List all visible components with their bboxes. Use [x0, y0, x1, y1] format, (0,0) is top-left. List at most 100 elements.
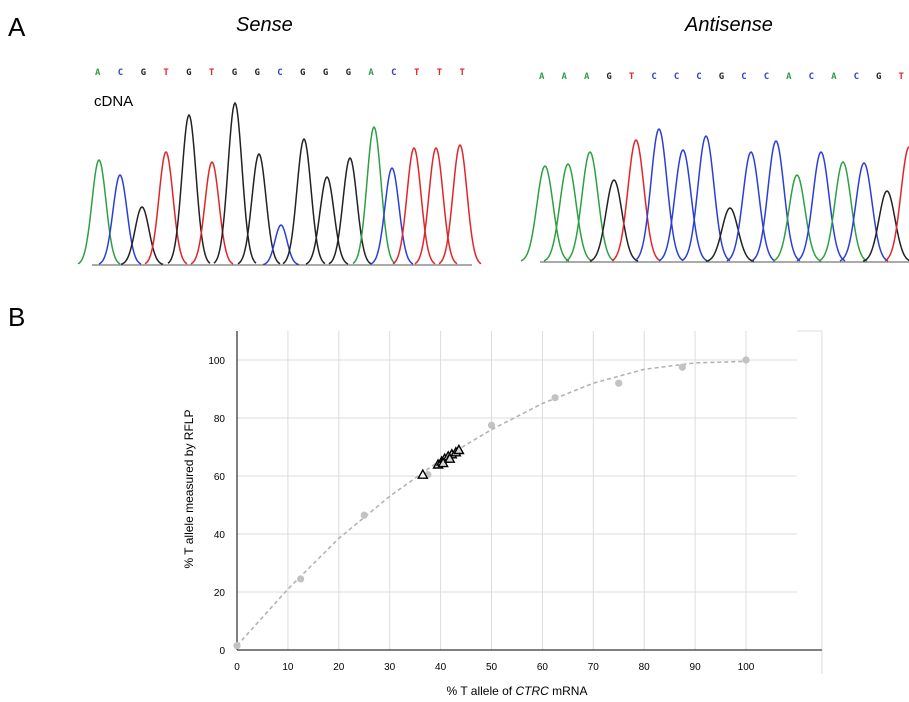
panel-b-label: B: [8, 302, 26, 332]
standard-point: [678, 363, 686, 371]
trace-peak: [818, 161, 868, 262]
base-call: A: [539, 72, 545, 82]
trace-peak: [611, 138, 661, 262]
base-call: G: [345, 68, 352, 78]
base-call: C: [277, 68, 283, 78]
trace-peak: [543, 163, 593, 262]
trace-peak: [726, 150, 776, 262]
base-call: T: [436, 68, 443, 78]
base-call: A: [583, 72, 590, 82]
x-tick-label: 30: [384, 662, 396, 673]
y-axis-label: % T allele measured by RFLP: [182, 410, 196, 569]
sense-trace: [77, 101, 482, 266]
antisense-title: Antisense: [685, 14, 773, 36]
base-call: A: [786, 72, 792, 82]
y-tick-label: 100: [208, 356, 225, 367]
standard-point: [487, 421, 496, 429]
trace-peak: [190, 160, 234, 265]
base-call: T: [459, 68, 465, 78]
base-call: G: [140, 68, 146, 78]
chart-grid: [236, 330, 823, 674]
trace-peak: [213, 101, 257, 264]
x-tick-label: 0: [234, 662, 240, 673]
trace-peak: [144, 150, 188, 265]
sample-point: [417, 468, 429, 479]
trace-peak: [392, 146, 436, 265]
base-call: C: [696, 72, 702, 82]
sample-point: [444, 452, 456, 463]
trace-peak: [884, 145, 909, 262]
trace-peak: [262, 224, 300, 266]
base-call: T: [628, 72, 635, 82]
cdna-label: cDNA: [94, 93, 134, 110]
base-call: T: [898, 72, 904, 82]
x-tick-label: 90: [690, 662, 702, 673]
panel-a-label: A: [8, 12, 26, 42]
x-tick-label: 10: [282, 662, 294, 673]
base-call: C: [673, 72, 680, 82]
base-call: A: [561, 72, 567, 82]
standard-point: [297, 575, 305, 583]
y-tick-label: 60: [214, 472, 226, 483]
base-call: C: [741, 72, 747, 82]
base-call: C: [117, 68, 124, 78]
base-call: T: [163, 68, 169, 78]
base-call: G: [186, 68, 192, 78]
x-tick-label: 80: [639, 662, 651, 673]
trace-peak: [565, 150, 615, 262]
base-call: C: [391, 68, 397, 78]
trace-peak: [414, 146, 458, 265]
y-tick-label: 20: [214, 588, 226, 599]
trace-peak: [839, 162, 889, 262]
trace-peak: [282, 137, 326, 265]
trace-peak: [681, 134, 731, 262]
x-axis-label: % T allele of CTRC mRNA: [447, 684, 588, 698]
base-call: T: [413, 68, 420, 78]
y-tick-label: 40: [214, 530, 226, 541]
trace-peak: [98, 173, 142, 265]
trace-peak: [120, 206, 164, 266]
base-call: G: [254, 68, 260, 78]
trace-peak: [305, 175, 349, 265]
trace-peak: [634, 127, 684, 262]
trace-peak: [167, 113, 211, 264]
base-call: C: [763, 72, 770, 82]
base-call: G: [231, 68, 238, 78]
x-tick-label: 60: [537, 662, 549, 673]
x-tick-label: 70: [588, 662, 600, 673]
trace-peak: [352, 125, 396, 265]
sense-title: Sense: [236, 14, 293, 36]
base-call: A: [95, 68, 101, 78]
standard-point: [742, 356, 750, 364]
trace-peak: [862, 190, 909, 262]
base-call: C: [808, 72, 815, 82]
x-tick-label: 40: [435, 662, 447, 673]
trace-peak: [370, 166, 414, 265]
standard-point: [551, 394, 559, 402]
base-call: G: [322, 68, 329, 78]
x-tick-label: 50: [486, 662, 498, 673]
trace-peak: [77, 158, 121, 265]
x-tick-label: 20: [333, 662, 345, 673]
sample-point: [453, 443, 465, 455]
trace-peak: [328, 156, 372, 265]
base-call: C: [853, 72, 859, 82]
trace-peak: [520, 165, 570, 262]
y-tick-label: 80: [214, 414, 226, 425]
standard-point: [233, 642, 241, 650]
trace-peak: [772, 174, 822, 262]
trace-peak: [705, 207, 755, 263]
x-tick-label: 100: [738, 662, 755, 673]
base-call: G: [300, 68, 306, 78]
base-call: A: [831, 72, 837, 82]
trace-peak: [589, 179, 639, 262]
trace-peak: [751, 139, 801, 262]
trace-peak: [796, 150, 846, 262]
base-call: C: [651, 72, 657, 82]
trace-peak: [658, 148, 708, 262]
base-call: G: [718, 72, 725, 82]
